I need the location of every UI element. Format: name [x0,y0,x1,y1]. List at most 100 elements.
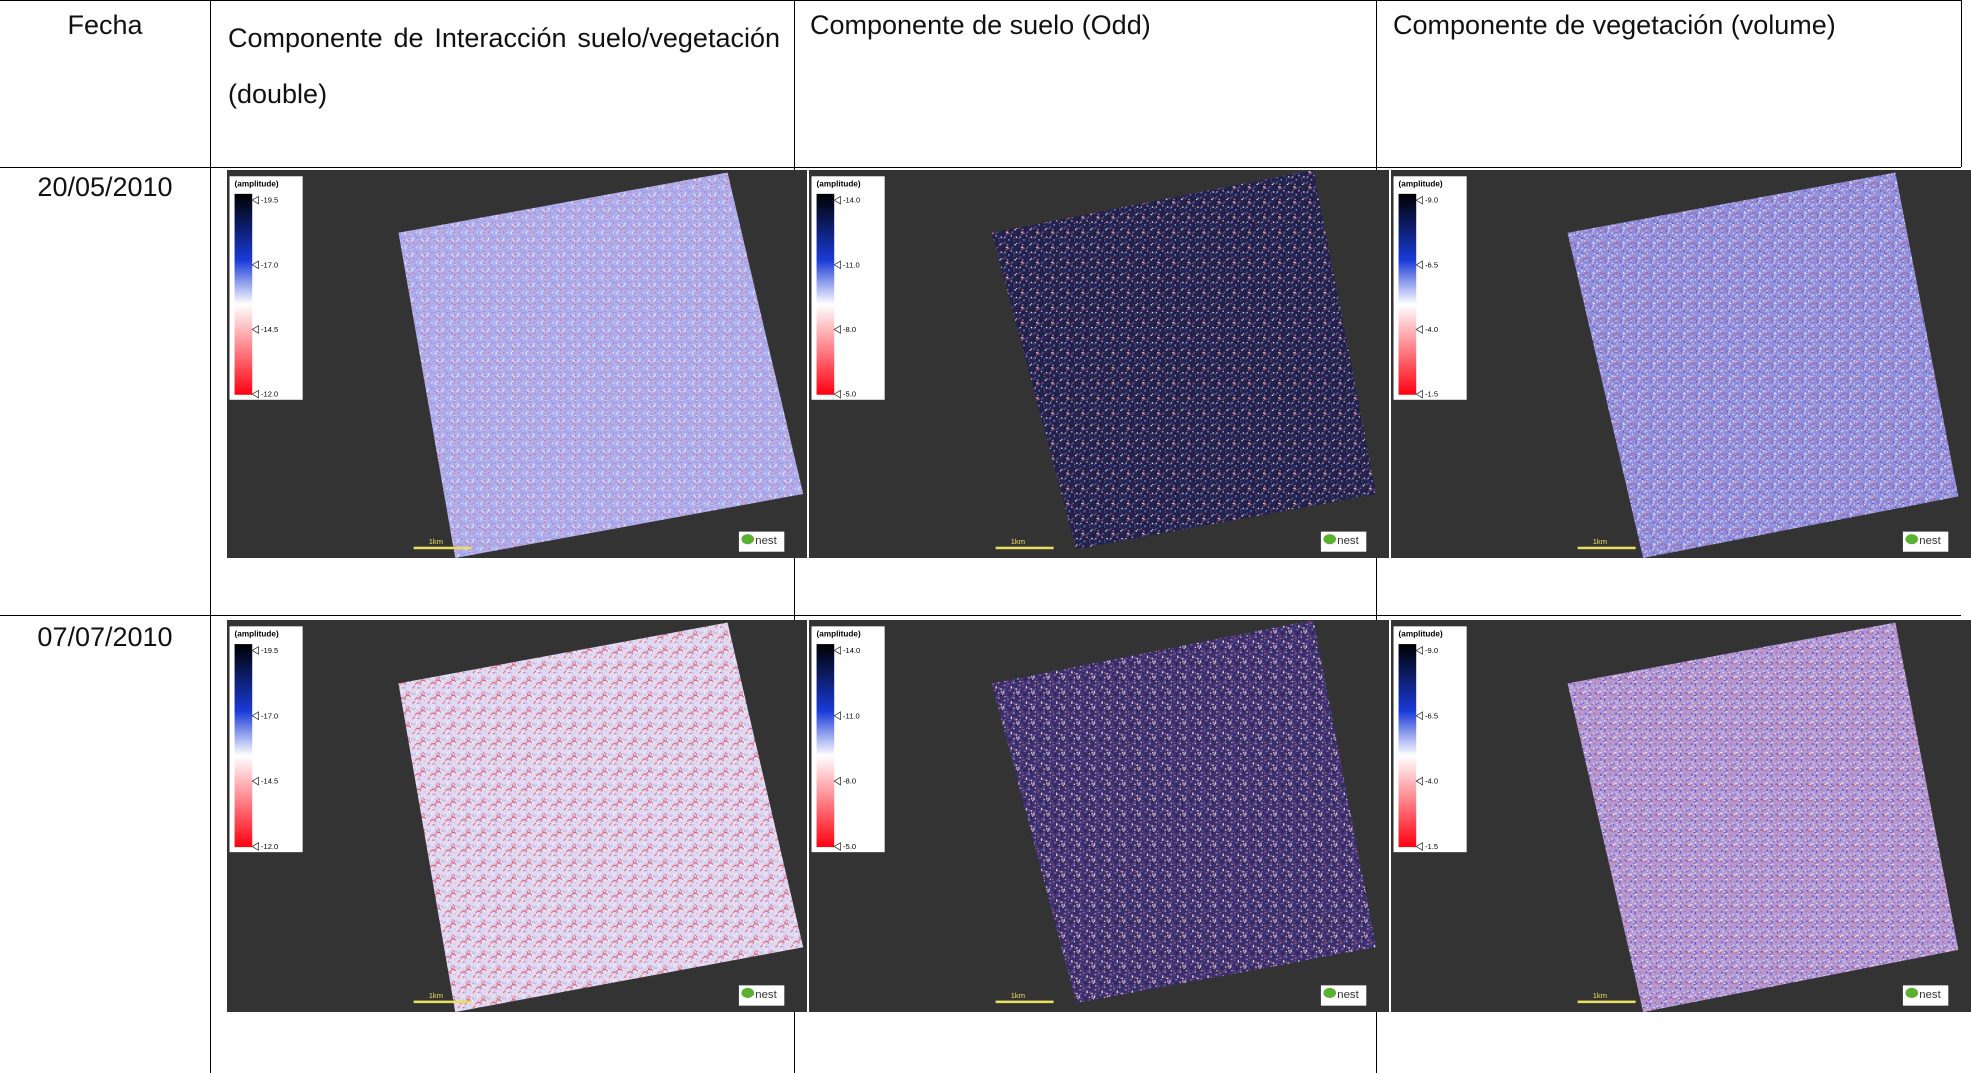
logo-text: nest [1919,989,1941,1001]
date-cell: 20/05/2010 [37,172,173,202]
legend-marker [251,711,259,721]
legend-title: (amplitude) [1399,179,1443,188]
legend-marker [833,325,841,334]
legend-marker [1415,389,1423,399]
logo-mark [1905,987,1919,999]
legend-marker [1415,645,1423,655]
sar-image: (amplitude) -9.0 -6.5 -4.0 -1.5 1km nest [1391,620,1971,1012]
legend-marker [251,325,259,334]
legend-tick: -19.5 [261,646,278,655]
scale-bar [995,546,1054,550]
scale-label: 1km [1011,537,1025,546]
legend-title: (amplitude) [817,179,861,188]
sar-image: (amplitude) -14.0 -11.0 -8.0 -5.0 1km nest [809,170,1389,558]
legend-marker [833,195,841,205]
legend-title: (amplitude) [817,629,861,638]
legend-marker [1415,711,1423,721]
scale-bar [1577,546,1636,550]
legend-marker [833,645,841,655]
scene [1567,172,1959,558]
logo-mark [1323,534,1337,545]
legend-tick: -14.5 [261,777,278,786]
logo-mark [1323,987,1337,999]
color-bar [1398,193,1417,395]
logo-mark [1905,534,1919,545]
color-bar [816,644,835,848]
scene [1567,622,1959,1012]
legend-marker [1415,325,1423,334]
scale-label: 1km [1011,991,1025,1000]
legend-title: (amplitude) [235,629,279,638]
header-cell: Componente de suelo (Odd) [810,10,1151,40]
legend-tick: -14.0 [843,196,860,205]
logo-text: nest [755,989,777,1001]
scale-bar [1577,1000,1636,1004]
legend-tick: -5.0 [843,390,856,399]
legend-marker [1415,776,1423,786]
color-bar [816,193,835,395]
legend-tick: -9.0 [1425,196,1438,205]
logo-mark [741,987,755,999]
logo-text: nest [1919,535,1941,547]
header-cell: Fecha [67,10,143,40]
legend-marker [1415,260,1423,270]
legend-tick: -5.0 [843,842,856,851]
legend-tick: -6.5 [1425,260,1438,269]
legend-tick: -4.0 [1425,325,1438,334]
scale-bar [413,546,472,550]
legend-tick: -12.0 [261,390,278,399]
legend-marker [251,841,259,851]
legend-tick: -9.0 [1425,646,1438,655]
scene [991,620,1377,1004]
header-cell: Componente de Interacción suelo/vegetaci… [228,23,780,109]
sar-image: (amplitude) -19.5 -17.0 -14.5 -12.0 1km nest [227,170,807,558]
sar-image: (amplitude) -9.0 -6.5 -4.0 -1.5 1km nest [1391,170,1971,558]
scene [398,622,804,1012]
header-cell: Componente de vegetación (volume) [1393,10,1836,40]
scale-label: 1km [1593,537,1607,546]
logo-text: nest [755,535,777,547]
sar-image: (amplitude) -19.5 -17.0 -14.5 -12.0 1km nest [227,620,807,1012]
legend-tick: -11.0 [843,260,860,269]
legend-marker [251,195,259,205]
legend-tick: -12.0 [261,842,278,851]
table-border [210,0,211,1073]
legend-marker [1415,841,1423,851]
legend-tick: -4.0 [1425,777,1438,786]
table-border [0,0,1961,1]
logo-mark [741,534,755,545]
legend-tick: -11.0 [843,711,860,720]
legend-marker [833,260,841,270]
legend-tick: -8.0 [843,777,856,786]
legend-tick: -17.0 [261,711,278,720]
legend-marker [251,389,259,399]
table-border [0,615,1961,616]
scene [991,170,1377,550]
legend-tick: -17.0 [261,260,278,269]
legend-marker [833,711,841,721]
scene [398,172,804,558]
legend-tick: -6.5 [1425,711,1438,720]
date-cell: 07/07/2010 [37,622,173,652]
table-border [0,167,1961,168]
logo-text: nest [1337,535,1359,547]
legend-marker [833,389,841,399]
legend-tick: -8.0 [843,325,856,334]
sar-image: (amplitude) -14.0 -11.0 -8.0 -5.0 1km nest [809,620,1389,1012]
legend-marker [1415,195,1423,205]
scale-label: 1km [429,991,443,1000]
color-bar [1398,644,1417,848]
logo-text: nest [1337,989,1359,1001]
legend-tick: -19.5 [261,196,278,205]
legend-tick: -1.5 [1425,842,1438,851]
legend-marker [251,776,259,786]
legend-marker [251,645,259,655]
legend-tick: -14.0 [843,646,860,655]
legend-marker [251,260,259,270]
legend-tick: -14.5 [261,325,278,334]
legend-marker [833,776,841,786]
scale-label: 1km [1593,991,1607,1000]
legend-marker [833,841,841,851]
legend-title: (amplitude) [1399,629,1443,638]
